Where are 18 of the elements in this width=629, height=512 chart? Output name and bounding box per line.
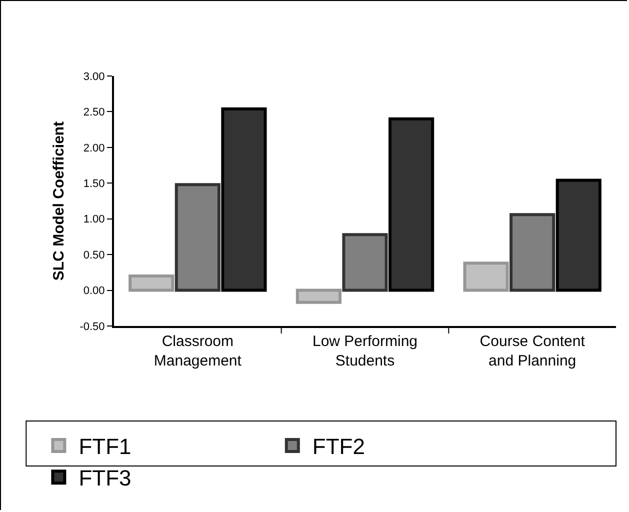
y-tick-label: 0.00 (83, 285, 105, 298)
bar (128, 274, 174, 292)
legend-label: FTF1 (78, 434, 132, 460)
x-tick-label: Course Content and Planning (480, 333, 586, 370)
legend-label: FTF3 (78, 466, 132, 491)
bar (296, 288, 342, 304)
y-tick-label: 0.50 (83, 249, 105, 262)
bar (463, 262, 509, 292)
y-axis-title: SLC Model Coefficient (50, 121, 68, 281)
x-tick-label: Low Performing Students (312, 333, 418, 370)
y-tick-label: 1.00 (83, 214, 105, 226)
y-tick-label: 2.00 (83, 142, 105, 154)
y-tick-label: 1.50 (83, 178, 105, 190)
y-tick-label: 2.50 (83, 106, 105, 119)
legend-label: FTF2 (312, 434, 365, 460)
y-tick-label: -0.50 (80, 320, 105, 333)
y-tick-label: 3.00 (83, 70, 105, 83)
x-tick-label: Classroom Management (154, 333, 242, 370)
